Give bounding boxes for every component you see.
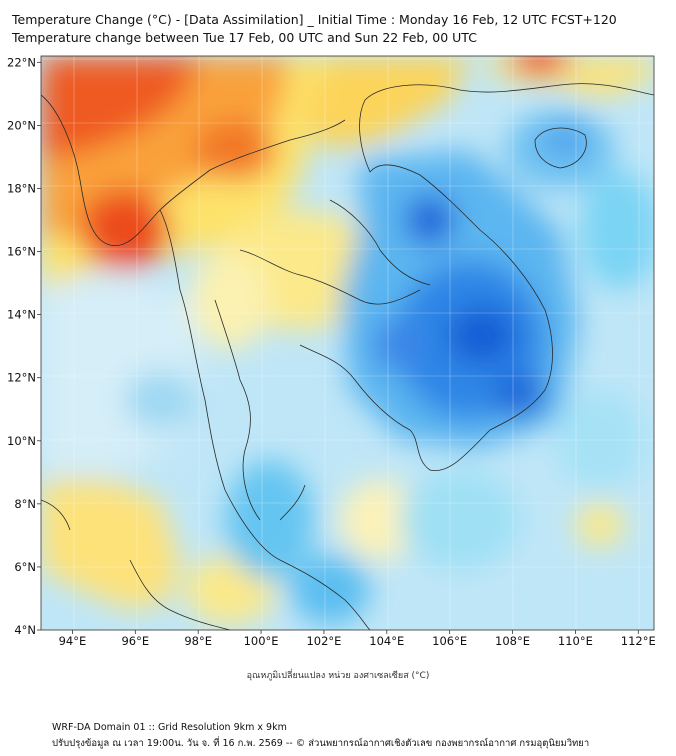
- coastlines: [41, 83, 654, 630]
- lon-tick-label: 110°E: [558, 634, 593, 648]
- map-title: Temperature Change (°C) - [Data Assimila…: [12, 12, 617, 27]
- lon-tick-label: 104°E: [369, 634, 404, 648]
- lon-tick-label: 100°E: [244, 634, 279, 648]
- lat-tick-label: 6°N: [14, 560, 36, 574]
- lon-tick-label: 94°E: [59, 634, 87, 648]
- lat-tick-label: 4°N: [14, 623, 36, 637]
- lon-tick-label: 96°E: [121, 634, 149, 648]
- lon-tick-label: 112°E: [621, 634, 656, 648]
- latitude-ticks: 22°N 20°N 18°N 16°N 14°N 12°N 10°N 8°N 6°N 4°N: [7, 55, 41, 637]
- footer-update-info: ปรับปรุงข้อมูล ณ เวลา 19:00น. วัน จ. ที่…: [52, 738, 590, 749]
- lon-tick-label: 102°E: [306, 634, 341, 648]
- temperature-map: 94°E 96°E 98°E 100°E 102°E 104°E 106°E 108°E 110…: [7, 55, 656, 648]
- lat-tick-label: 8°N: [14, 497, 36, 511]
- lat-tick-label: 22°N: [7, 55, 36, 69]
- lat-tick-label: 16°N: [7, 245, 36, 259]
- lat-tick-label: 10°N: [7, 434, 36, 448]
- lat-tick-label: 20°N: [7, 118, 36, 132]
- temperature-field: [41, 56, 654, 630]
- lat-tick-label: 18°N: [7, 181, 36, 195]
- colorbar-label: อุณหภูมิเปลี่ยนแปลง หน่วย องศาเซลเซียส (…: [246, 671, 430, 681]
- lat-tick-label: 14°N: [7, 308, 36, 322]
- lon-tick-label: 106°E: [432, 634, 467, 648]
- lon-tick-label: 108°E: [495, 634, 530, 648]
- map-subtitle: Temperature change between Tue 17 Feb, 0…: [12, 30, 477, 45]
- longitude-ticks: 94°E 96°E 98°E 100°E 102°E 104°E 106°E 108°E 110…: [59, 630, 656, 648]
- lat-tick-label: 12°N: [7, 371, 36, 385]
- footer-domain-info: WRF-DA Domain 01 :: Grid Resolution 9km …: [52, 722, 287, 733]
- lon-tick-label: 98°E: [184, 634, 212, 648]
